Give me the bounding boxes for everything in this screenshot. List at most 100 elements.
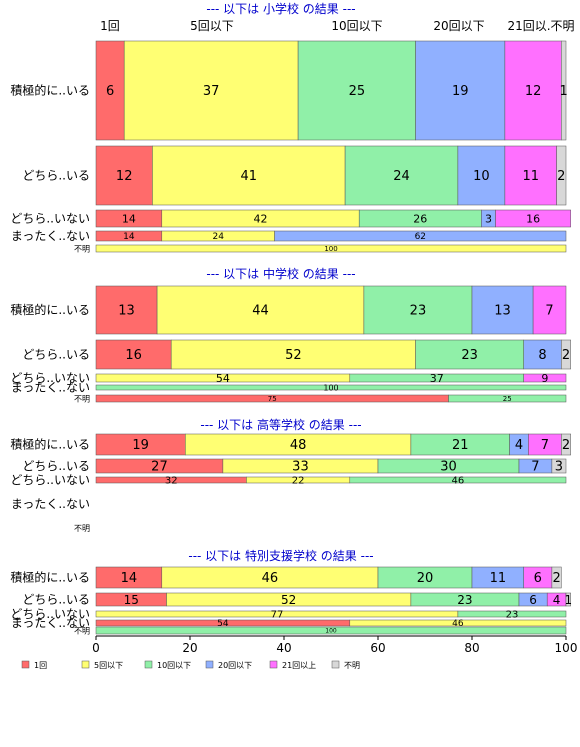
data-label: 33 — [292, 460, 309, 475]
data-label: 54 — [216, 372, 230, 385]
data-label: 48 — [290, 438, 307, 453]
panel-4: --- 以下は 特別支援学校 の結果 --- 積極的に..いる 14 46 20 11 6 2… — [10, 548, 572, 636]
data-label: 19 — [452, 84, 469, 99]
bar-segment — [170, 339, 416, 370]
panel-2: --- 以下は 中学校 の結果 --- 積極的に..いる 13 44 23 13 7 どちら.… — [10, 266, 571, 404]
data-label: 11 — [490, 571, 507, 586]
data-label: 23 — [457, 593, 472, 607]
bar-segment — [95, 145, 153, 206]
data-label: 7 — [531, 460, 539, 475]
row-label: 不明 — [74, 245, 90, 254]
bar-segment — [565, 592, 571, 607]
top-label-4: 20回以下 — [433, 19, 484, 33]
bar-segment — [344, 145, 459, 206]
data-label: 25 — [349, 84, 366, 99]
row-label: どちら..いる — [22, 348, 90, 362]
data-label: 23 — [410, 304, 427, 319]
top-label-3: 10回以下 — [331, 19, 382, 33]
legend-label: 不明 — [344, 661, 360, 670]
data-label: 8 — [538, 348, 546, 363]
bar-segment — [495, 209, 571, 228]
bar-segment — [349, 619, 567, 627]
legend-swatch — [81, 660, 90, 669]
data-label: 13 — [118, 304, 135, 319]
data-label: 7 — [541, 438, 549, 453]
data-label: 11 — [522, 169, 539, 184]
row-label: 不明 — [74, 524, 90, 533]
data-label: 75 — [268, 395, 277, 403]
row-label: まったく..ない — [11, 381, 90, 395]
bar-segment — [152, 145, 346, 206]
top-label-5: 21回以.不明 — [507, 19, 574, 33]
top-label-1: 1回 — [100, 19, 120, 33]
bar-segment — [471, 285, 534, 335]
panel-title: --- 以下は 中学校 の結果 --- — [206, 266, 355, 281]
bar-segment — [297, 40, 416, 141]
legend-swatch — [331, 660, 340, 669]
bar-segment — [123, 40, 299, 141]
data-label: 52 — [285, 348, 302, 363]
data-label: 62 — [415, 232, 426, 242]
legend-label: 10回以下 — [157, 661, 191, 670]
panel-title: --- 以下は 高等学校 の結果 --- — [200, 417, 361, 432]
data-label: 25 — [503, 395, 512, 403]
row-label: どちら..いる — [22, 593, 90, 607]
data-label: 77 — [271, 610, 284, 621]
data-label: 4 — [515, 438, 523, 453]
data-label: 100 — [324, 245, 337, 253]
bar-segment — [457, 610, 567, 618]
data-label: 14 — [123, 232, 135, 242]
x-tick-label: 0 — [92, 641, 100, 655]
row-label: 積極的に..いる — [10, 302, 90, 317]
data-label: 6 — [529, 593, 537, 607]
legend-label: 1回 — [34, 661, 47, 670]
data-label: 41 — [240, 169, 257, 184]
data-label: 20 — [417, 571, 434, 586]
data-label: 44 — [252, 304, 269, 319]
row-label: どちら..いない — [10, 371, 90, 385]
top-category-labels: 1回 5回以下 10回以下 20回以下 21回以.不明 — [100, 19, 574, 33]
data-label: 21 — [452, 438, 469, 453]
data-label: 16 — [526, 212, 540, 225]
x-tick-label: 80 — [464, 641, 479, 655]
bar-segment — [95, 626, 567, 635]
panel-3: --- 以下は 高等学校 の結果 ---積極的に..いる 19 48 21 4 7 2どちら… — [10, 417, 571, 533]
x-tick-label: 60 — [370, 641, 385, 655]
row-label: 積極的に..いる — [10, 83, 90, 98]
data-label: 6 — [106, 84, 114, 99]
data-label: 10 — [473, 169, 490, 184]
data-label: 32 — [165, 476, 178, 487]
data-label: 12 — [525, 84, 542, 99]
legend-swatch — [269, 660, 278, 669]
data-label: 22 — [292, 476, 305, 487]
bar-segment — [561, 40, 567, 141]
data-label: 2 — [562, 438, 570, 453]
data-label: 46 — [262, 571, 279, 586]
row-label: 積極的に..いる — [10, 437, 90, 452]
data-label: 2 — [562, 348, 570, 363]
bar-segment — [561, 433, 571, 456]
row-label: 積極的に..いる — [10, 570, 90, 585]
bar-segment — [532, 285, 567, 335]
bar-segment — [95, 244, 567, 253]
data-label: 1 — [560, 84, 568, 99]
data-label: 3 — [485, 212, 492, 225]
bar-segment — [415, 40, 506, 141]
data-label: 46 — [452, 476, 465, 487]
data-label: 26 — [413, 212, 427, 225]
data-label: 1 — [565, 593, 573, 607]
data-label: 100 — [323, 383, 338, 392]
bar-segment — [504, 40, 562, 141]
data-label: 12 — [116, 169, 133, 184]
bar-segment — [448, 394, 567, 403]
panels: --- 以下は 小学校 の結果 ---積極的に..いる 6 37 25 19 12 1どちら… — [10, 1, 572, 636]
row-label: 不明 — [74, 395, 90, 404]
x-tick-label: 40 — [276, 641, 291, 655]
bar-segment — [95, 285, 158, 335]
data-label: 14 — [121, 571, 138, 586]
bar-segment — [95, 384, 567, 391]
bar-segment — [551, 458, 567, 474]
data-label: 23 — [461, 348, 478, 363]
panel-title: --- 以下は 特別支援学校 の結果 --- — [188, 548, 373, 563]
